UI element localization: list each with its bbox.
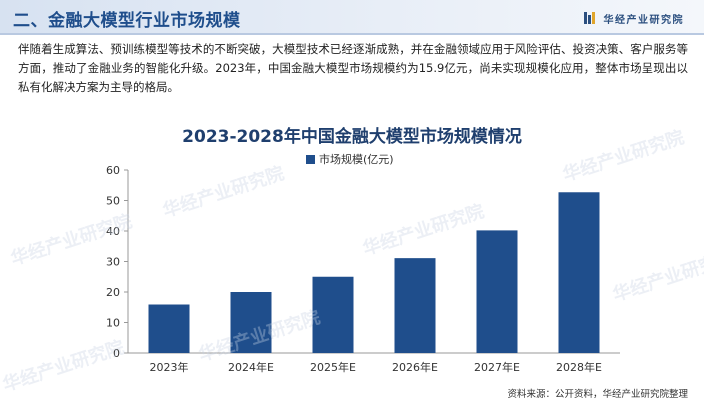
y-tick-label: 50 (106, 195, 120, 208)
source-note: 资料来源：公开资料，华经产业研究院整理 (507, 389, 688, 400)
header-band (0, 0, 704, 34)
chart-labels: 0 10 20 30 40 50 60 2023年 2024年E 2025年E 2026年E 2027… (106, 164, 602, 374)
brand-name: 华经产业研究院 (603, 14, 684, 26)
x-tick-label: 2028年E (556, 360, 602, 374)
chart-title: 2023-2028年中国金融大模型市场规模情况 (182, 127, 522, 147)
bar (476, 230, 518, 353)
y-tick-label: 30 (106, 256, 120, 269)
bar (312, 276, 354, 353)
y-tick-label: 20 (106, 286, 120, 299)
legend-label: 市场规模(亿元) (319, 153, 394, 166)
x-tick-label: 2023年 (150, 360, 189, 374)
chart-bars (148, 192, 600, 353)
x-tick-label: 2025年E (310, 360, 356, 374)
y-tick-label: 40 (106, 225, 120, 238)
y-tick-label: 10 (106, 317, 120, 330)
bar (394, 258, 436, 353)
bar (148, 304, 190, 353)
legend-swatch (306, 154, 315, 164)
chart-axes (124, 169, 620, 354)
x-tick-label: 2026年E (392, 360, 438, 374)
x-tick-label: 2024年E (228, 360, 274, 374)
y-tick-label: 0 (113, 347, 120, 360)
chart-legend: 市场规模(亿元) (306, 152, 394, 166)
section-title: 二、金融大模型行业市场规模 (13, 11, 241, 31)
brand: 华经产业研究院 (583, 10, 685, 26)
bar (230, 292, 272, 353)
header-divider (0, 33, 704, 35)
intro-paragraph: 伴随着生成算法、预训练模型等技术的不断突破，大模型技术已经逐渐成熟，并在金融领域… (18, 42, 688, 94)
x-tick-label: 2027年E (474, 360, 520, 374)
brand-logo-icon (583, 12, 595, 24)
y-tick-label: 60 (106, 164, 120, 177)
bar (558, 192, 600, 353)
